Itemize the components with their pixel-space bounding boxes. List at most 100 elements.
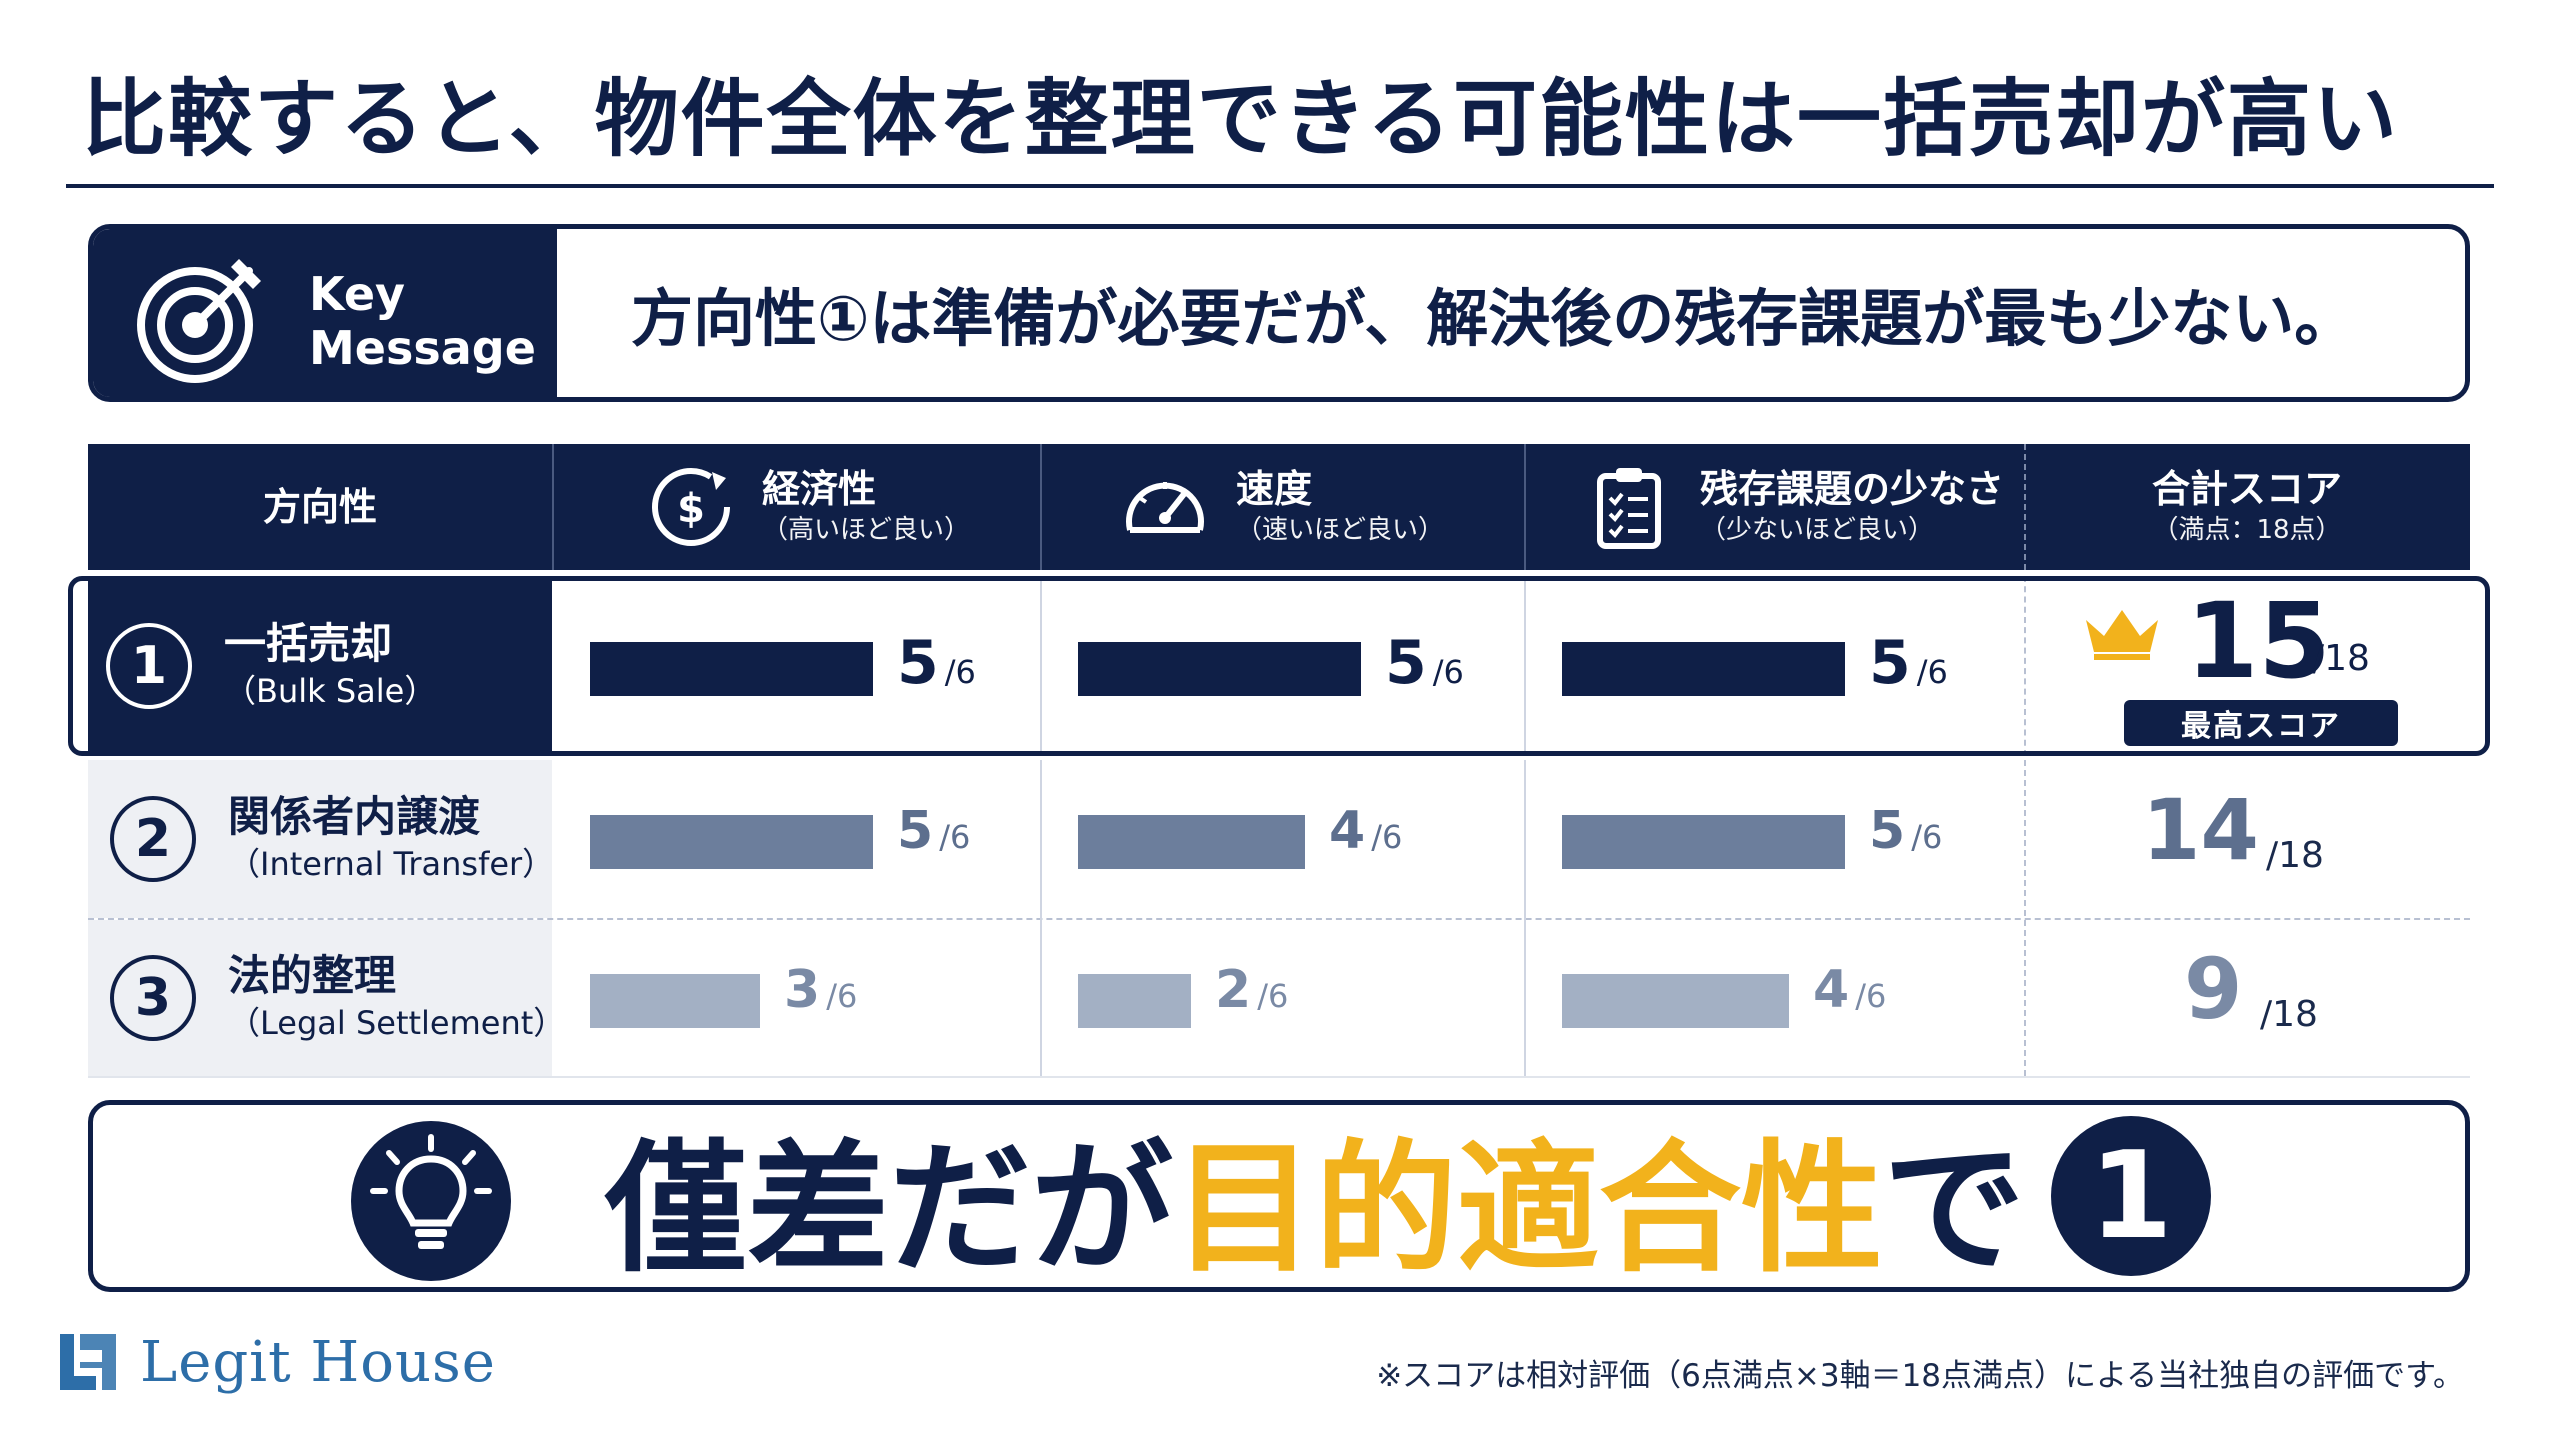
- score-bar-speed: [1078, 642, 1361, 696]
- key-message-label-panel: Key Message: [93, 229, 557, 397]
- logo-text: Legit House: [140, 1329, 496, 1395]
- table-bottom-line: [88, 1076, 2470, 1078]
- header-divider: [1524, 444, 1526, 570]
- score-cell-remaining: 5/6: [1524, 576, 2024, 756]
- score-value: 5: [897, 628, 939, 698]
- key-label-line1: Key: [309, 267, 406, 321]
- header-economy: $ 経済性 （高いほど良い）: [552, 444, 1040, 570]
- score-label-remaining: 4/6: [1813, 960, 1886, 1020]
- row-name-en: （Bulk Sale）: [224, 672, 437, 710]
- total-score-cell: 14/18: [2024, 760, 2470, 918]
- total-score-value: 15: [2186, 580, 2331, 702]
- score-value: 3: [784, 960, 821, 1020]
- total-score-value: 14: [2142, 781, 2259, 879]
- row-number-circle: 1: [106, 623, 192, 709]
- score-denominator: /6: [826, 977, 858, 1015]
- score-label-speed: 2/6: [1215, 960, 1288, 1020]
- row-name-en: （Internal Transfer）: [228, 845, 555, 883]
- header-economy-sub: （高いほど良い）: [762, 515, 971, 545]
- header-divider: [552, 444, 554, 570]
- score-value: 5: [1869, 628, 1911, 698]
- score-cell-speed: 5/6: [1040, 576, 1524, 756]
- row-name-jp: 一括売却: [224, 619, 393, 668]
- row-label-cell: 2 関係者内譲渡 （Internal Transfer）: [88, 760, 555, 918]
- score-bar-economy: [590, 642, 873, 696]
- lightbulb-icon: [351, 1121, 511, 1281]
- header-speed: 速度 （速いほど良い）: [1040, 444, 1524, 570]
- score-denominator: /6: [1911, 818, 1943, 856]
- conclusion-number-circle: 1: [2051, 1116, 2211, 1276]
- title-divider: [66, 184, 2494, 188]
- clipboard-checklist-icon: [1597, 468, 1661, 549]
- score-denominator: /6: [1916, 653, 1948, 691]
- score-label-economy: 5/6: [897, 801, 970, 861]
- score-cell-speed: 4/6: [1040, 760, 1524, 918]
- score-denominator: /6: [944, 653, 976, 691]
- score-cell-economy: 3/6: [552, 920, 1040, 1076]
- money-cycle-icon: $: [652, 468, 730, 546]
- score-value: 5: [1385, 628, 1427, 698]
- header-remaining-sub: （少ないほど良い）: [1700, 515, 1935, 545]
- header-total: 合計スコア （満点：18点）: [2024, 444, 2470, 570]
- comparison-table: 方向性 $ 経済性 （高いほど良い）: [68, 444, 2490, 1078]
- row-label-cell: 3 法的整理 （Legal Settlement）: [88, 920, 566, 1076]
- column-divider: [1524, 760, 1526, 1076]
- score-bar-remaining: [1562, 815, 1845, 869]
- score-bar-remaining: [1562, 642, 1845, 696]
- column-divider-dashed: [2024, 576, 2026, 756]
- total-score-value: 9: [2184, 940, 2243, 1038]
- page-title: 比較すると、物件全体を整理できる可能性は一括売却が高い: [82, 70, 2399, 168]
- column-divider: [1524, 576, 1526, 756]
- row-name-jp: 関係者内譲渡: [228, 792, 481, 841]
- score-value: 2: [1215, 960, 1252, 1020]
- score-label-speed: 4/6: [1329, 801, 1402, 861]
- score-cell-economy: 5/6: [552, 760, 1040, 918]
- key-message-box: Key Message 方向性①は準備が必要だが、解決後の残存課題が最も少ない。: [88, 224, 2470, 402]
- best-score-badge: 最高スコア: [2124, 700, 2398, 746]
- conclusion-highlight: 目的適合性: [1173, 1127, 1883, 1292]
- score-denominator: /6: [1257, 977, 1289, 1015]
- header-total-sub: （満点：18点）: [2152, 515, 2342, 545]
- header-speed-sub: （速いほど良い）: [1236, 515, 1445, 545]
- score-bar-speed: [1078, 815, 1305, 869]
- score-bar-speed: [1078, 974, 1191, 1028]
- score-denominator: /6: [1432, 653, 1464, 691]
- key-message-label: Key Message: [309, 267, 536, 375]
- table-row-bulk-sale: 1 一括売却 （Bulk Sale） 5/6 5/6 5/6 最高スコア 15/18: [88, 576, 2470, 756]
- total-score-cell: 9/18: [2024, 920, 2470, 1076]
- row-name-jp: 法的整理: [228, 951, 397, 1000]
- header-divider-dashed: [2024, 444, 2026, 570]
- score-cell-remaining: 5/6: [1524, 760, 2024, 918]
- score-label-remaining: 5/6: [1869, 801, 1942, 861]
- conclusion-box: 僅差だが 目的適合性 で 1: [88, 1100, 2470, 1292]
- score-value: 4: [1329, 801, 1366, 861]
- header-remaining: 残存課題の少なさ （少ないほど良い）: [1524, 444, 2024, 570]
- score-denominator: /6: [939, 818, 971, 856]
- column-divider: [1040, 576, 1042, 756]
- conclusion-part1: 僅差だが: [605, 1127, 1173, 1292]
- column-divider-dashed: [2024, 760, 2026, 1076]
- header-divider: [1040, 444, 1042, 570]
- header-direction: 方向性: [88, 444, 552, 570]
- score-cell-speed: 2/6: [1040, 920, 1524, 1076]
- score-label-remaining: 5/6: [1869, 628, 1948, 698]
- header-economy-label: 経済性: [762, 467, 877, 511]
- conclusion-text: 僅差だが 目的適合性 で 1: [605, 1105, 2211, 1292]
- row-name-en: （Legal Settlement）: [228, 1004, 566, 1042]
- crown-icon: [2086, 610, 2158, 660]
- target-icon: [137, 259, 261, 383]
- table-header: 方向性 $ 経済性 （高いほど良い）: [88, 444, 2470, 570]
- key-label-line2: Message: [309, 321, 536, 375]
- key-message-text: 方向性①は準備が必要だが、解決後の残存課題が最も少ない。: [631, 282, 2357, 355]
- row-number-circle: 2: [110, 796, 196, 882]
- footnote: ※スコアは相対評価（6点満点×3軸＝18点満点）による当社独自の評価です。: [1376, 1358, 2464, 1394]
- speedometer-icon: [1126, 482, 1204, 533]
- score-value: 5: [1869, 801, 1906, 861]
- table-row-legal-settlement: 3 法的整理 （Legal Settlement） 3/6 2/6 4/6 9/18: [88, 920, 2470, 1076]
- header-speed-label: 速度: [1236, 467, 1313, 511]
- total-score-denominator: /18: [2266, 835, 2324, 876]
- score-cell-remaining: 4/6: [1524, 920, 2024, 1076]
- score-value: 5: [897, 801, 934, 861]
- conclusion-part3: で: [1883, 1127, 2025, 1292]
- score-denominator: /6: [1855, 977, 1887, 1015]
